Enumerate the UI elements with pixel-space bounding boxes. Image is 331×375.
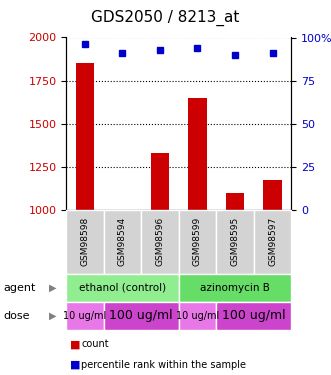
Text: ■: ■ <box>70 360 80 370</box>
Bar <box>188 98 207 210</box>
Bar <box>75 63 94 210</box>
Text: 10 ug/ml: 10 ug/ml <box>63 311 107 321</box>
Bar <box>263 180 282 210</box>
Text: ▶: ▶ <box>49 311 57 321</box>
Text: ethanol (control): ethanol (control) <box>79 283 166 293</box>
Text: percentile rank within the sample: percentile rank within the sample <box>81 360 246 370</box>
Text: dose: dose <box>3 311 30 321</box>
Text: count: count <box>81 339 109 350</box>
Text: 100 ug/ml: 100 ug/ml <box>222 309 286 322</box>
Text: 100 ug/ml: 100 ug/ml <box>110 309 173 322</box>
Text: 10 ug/ml: 10 ug/ml <box>176 311 219 321</box>
Text: ▶: ▶ <box>49 283 57 293</box>
Text: GDS2050 / 8213_at: GDS2050 / 8213_at <box>91 10 240 26</box>
Bar <box>226 193 244 210</box>
Text: azinomycin B: azinomycin B <box>200 283 270 293</box>
Text: GSM98594: GSM98594 <box>118 217 127 266</box>
Text: agent: agent <box>3 283 36 293</box>
Text: GSM98596: GSM98596 <box>156 217 165 267</box>
Text: GSM98595: GSM98595 <box>230 217 240 267</box>
Bar <box>151 153 169 210</box>
Text: GSM98598: GSM98598 <box>80 217 89 267</box>
Text: GSM98597: GSM98597 <box>268 217 277 267</box>
Text: GSM98599: GSM98599 <box>193 217 202 267</box>
Text: ■: ■ <box>70 339 80 350</box>
